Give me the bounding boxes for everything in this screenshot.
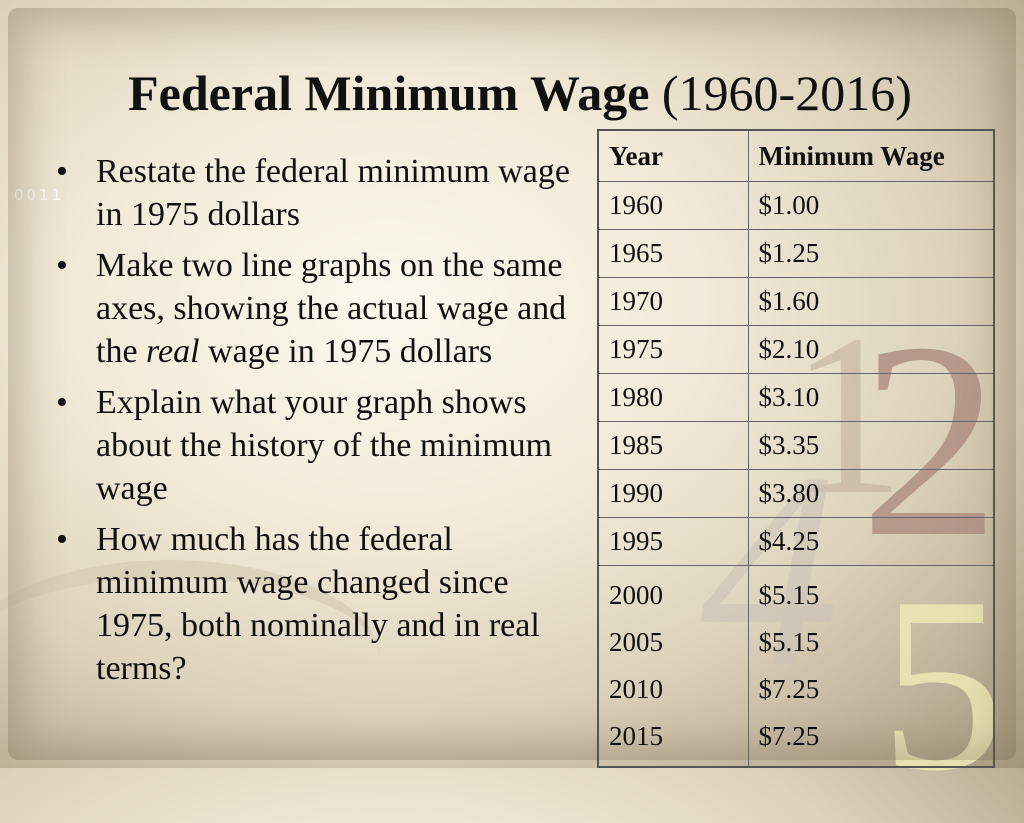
slide-title: Federal Minimum Wage (1960-2016) <box>0 64 1024 122</box>
cell-year: 1960 <box>597 181 749 230</box>
table-row: 1980 $3.10 <box>597 373 995 422</box>
bullet-item: • Explain what your graph shows about the… <box>56 381 576 510</box>
cell-year: 2015 <box>609 721 663 751</box>
cell-wage: $5.15 <box>758 627 820 657</box>
cell-wage-group: $5.15 $5.15 $7.25 $7.25 <box>747 565 995 768</box>
table-row: 1995 $4.25 <box>597 517 995 566</box>
cell-wage: $1.60 <box>747 277 995 326</box>
bullet-dot: • <box>56 153 68 190</box>
background-code-text: 0011 <box>14 186 65 204</box>
cell-wage: $4.25 <box>747 517 995 566</box>
bullet-list: • Restate the federal minimum wage in 197… <box>56 150 576 698</box>
table-header-row: Year Minimum Wage <box>597 129 995 182</box>
table-row: 1970 $1.60 <box>597 277 995 326</box>
cell-year: 2005 <box>609 627 663 657</box>
bullet-text: How much has the federal minimum wage ch… <box>96 521 540 687</box>
bullet-item: • Restate the federal minimum wage in 197… <box>56 150 576 236</box>
table-row: 1990 $3.80 <box>597 469 995 518</box>
table-row: 1960 $1.00 <box>597 181 995 230</box>
bullet-dot: • <box>56 247 68 284</box>
cell-year: 1990 <box>597 469 749 518</box>
bullet-emphasis: real <box>146 333 200 370</box>
header-year: Year <box>597 129 749 182</box>
cell-wage: $1.00 <box>747 181 995 230</box>
bullet-text: Make two line graphs on the same axes, s… <box>96 247 567 370</box>
cell-wage: $7.25 <box>758 721 820 751</box>
table-row: 1975 $2.10 <box>597 325 995 374</box>
bullet-text: Explain what your graph shows about the … <box>96 384 553 507</box>
cell-year: 1975 <box>597 325 749 374</box>
cell-year: 2010 <box>609 674 663 704</box>
bullet-text: wage in 1975 dollars <box>199 333 493 370</box>
cell-wage: $1.25 <box>747 229 995 278</box>
cell-year: 1995 <box>597 517 749 566</box>
bullet-item: • How much has the federal minimum wage c… <box>56 518 576 690</box>
cell-year: 1965 <box>597 229 749 278</box>
cell-year-group: 2000 2005 2010 2015 <box>597 565 749 768</box>
table-row-group: 2000 2005 2010 2015 $5.15 $5.15 $7.25 $7… <box>597 565 995 768</box>
bullet-dot: • <box>56 521 68 558</box>
cell-wage: $2.10 <box>747 325 995 374</box>
bullet-text: Restate the federal minimum wage in 1975… <box>96 153 570 233</box>
bullet-dot: • <box>56 384 68 421</box>
cell-year: 2000 <box>609 580 663 610</box>
cell-year: 1985 <box>597 421 749 470</box>
cell-wage: $7.25 <box>758 674 820 704</box>
slide-title-main: Federal Minimum Wage <box>128 65 650 121</box>
cell-wage: $3.80 <box>747 469 995 518</box>
slide-title-range: (1960-2016) <box>661 65 912 121</box>
cell-wage: $3.35 <box>747 421 995 470</box>
cell-year: 1980 <box>597 373 749 422</box>
minimum-wage-table: Year Minimum Wage 1960 $1.00 1965 $1.25 19… <box>597 129 995 768</box>
cell-year: 1970 <box>597 277 749 326</box>
table-row: 1985 $3.35 <box>597 421 995 470</box>
table-row: 1965 $1.25 <box>597 229 995 278</box>
cell-wage: $3.10 <box>747 373 995 422</box>
bullet-item: • Make two line graphs on the same axes, … <box>56 244 576 373</box>
header-minimum-wage: Minimum Wage <box>747 129 995 182</box>
cell-wage: $5.15 <box>758 580 820 610</box>
